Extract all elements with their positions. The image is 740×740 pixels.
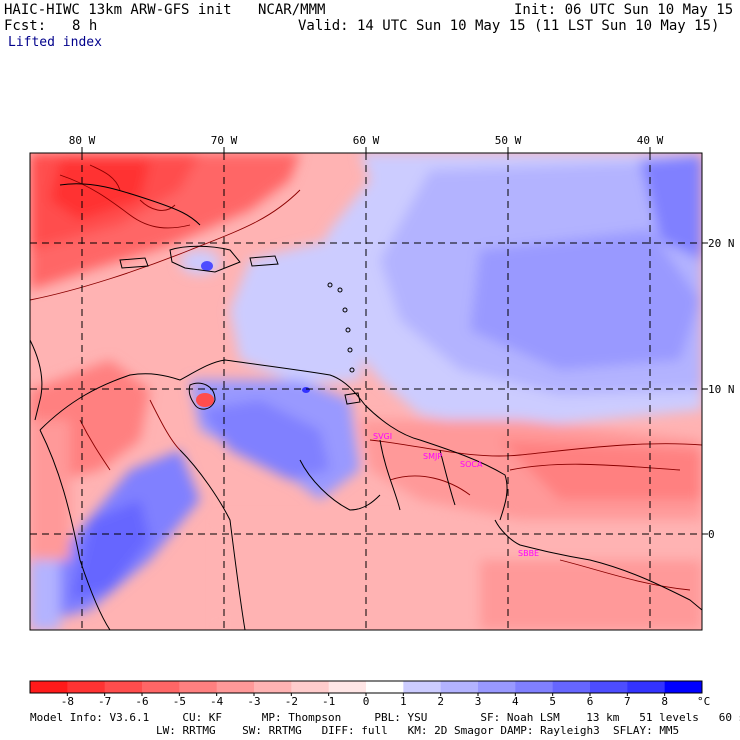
axis-ticks xyxy=(81,147,708,535)
field-name: Lifted index xyxy=(8,35,102,50)
colorbar-tick-label: 1 xyxy=(400,695,407,708)
colorbar-swatch xyxy=(403,681,442,693)
colorbar-tick-label: 3 xyxy=(475,695,482,708)
colorbar-tick-label: -4 xyxy=(210,695,224,708)
model-info-line2: LW: RRTMG SW: RRTMG DIFF: full KM: 2D Sm… xyxy=(156,724,680,737)
colorbar-swatch xyxy=(627,681,666,693)
org-label: NCAR/MMM xyxy=(258,2,326,18)
colorbar-tick-label: 6 xyxy=(587,695,594,708)
lon-label: 80 W xyxy=(69,134,96,147)
run-title: HAIC-HIWC 13km ARW-GFS init xyxy=(4,2,232,18)
colorbar-swatch xyxy=(664,681,703,693)
colorbar-swatch xyxy=(30,681,68,693)
colorbar-tick-label: 4 xyxy=(512,695,519,708)
lat-label: 10 N xyxy=(708,383,735,396)
colorbar-swatch xyxy=(67,681,106,693)
colorbar-tick-label: 5 xyxy=(549,695,556,708)
colorbar-tick-label: -2 xyxy=(285,695,298,708)
colorbar-unit: °C xyxy=(697,695,710,708)
colorbar-tick-label: -3 xyxy=(247,695,260,708)
station-label: SOCA xyxy=(460,460,483,469)
colorbar-tick-label: -8 xyxy=(61,695,74,708)
colorbar-tick-label: -5 xyxy=(173,695,186,708)
lon-label: 70 W xyxy=(211,134,238,147)
colorbar-swatch xyxy=(552,681,591,693)
colorbar-swatch xyxy=(366,681,404,693)
colorbar-swatch xyxy=(216,681,255,693)
colorbar-swatch xyxy=(179,681,218,693)
colorbar-swatch xyxy=(515,681,554,693)
colorbar-tick-label: 0 xyxy=(363,695,370,708)
model-info-line1: Model Info: V3.6.1 CU: KF MP: Thompson P… xyxy=(30,711,740,724)
lon-label: 40 W xyxy=(637,134,664,147)
lifted-index-field xyxy=(30,153,702,630)
lon-label: 60 W xyxy=(353,134,380,147)
colorbar-tick-label: -7 xyxy=(98,695,111,708)
colorbar-swatch xyxy=(142,681,180,693)
lat-label: 20 N xyxy=(708,237,735,250)
colorbar: -8 -7 -6 -5 -4 -3 -2 -1 0 1 2 3 4 5 6 7 8 xyxy=(29,680,703,708)
colorbar-tick-label: 7 xyxy=(624,695,631,708)
colorbar-swatch xyxy=(104,681,143,693)
station-label: SVGI xyxy=(373,432,392,441)
station-label: SMJP xyxy=(423,452,442,461)
grid-lines xyxy=(30,153,702,630)
colorbar-tick-label: -1 xyxy=(322,695,335,708)
lat-label: 0 xyxy=(708,528,715,541)
colorbar-tick-label: -6 xyxy=(135,695,148,708)
init-time: Init: 06 UTC Sun 10 May 15 xyxy=(514,2,734,18)
colorbar-tick-label: 8 xyxy=(661,695,668,708)
contour-lines xyxy=(30,164,702,591)
valid-time: Valid: 14 UTC Sun 10 May 15 (11 LST Sun … xyxy=(298,18,720,34)
colorbar-swatch xyxy=(440,681,479,693)
station-label: SBBE xyxy=(518,549,539,558)
colorbar-swatch xyxy=(291,681,330,693)
colorbar-swatch xyxy=(254,681,292,693)
lon-label: 50 W xyxy=(495,134,522,147)
colorbar-swatch xyxy=(478,681,516,693)
colorbar-tick-label: 2 xyxy=(437,695,444,708)
fcst-label: Fcst: xyxy=(4,18,47,34)
fcst-value: 8 h xyxy=(72,18,98,34)
colorbar-swatch xyxy=(328,681,367,693)
colorbar-swatch xyxy=(590,681,628,693)
